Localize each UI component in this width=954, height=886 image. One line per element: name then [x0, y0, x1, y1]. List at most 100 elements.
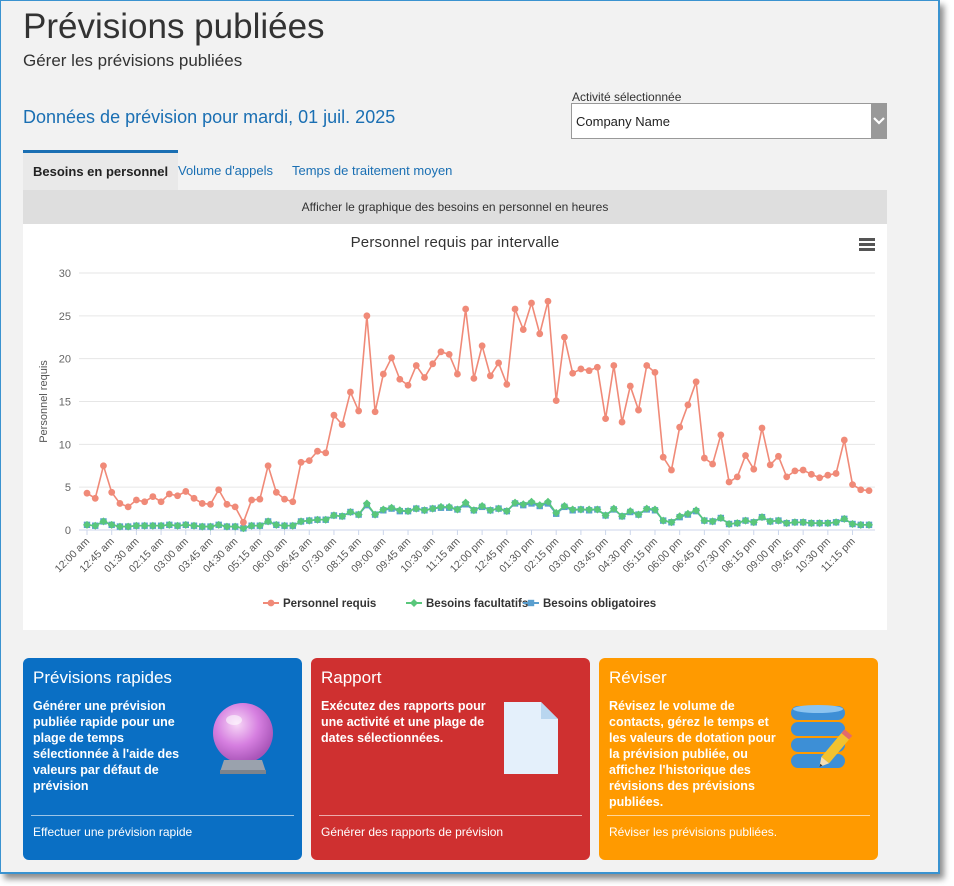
- card-text-line: valeurs par défaut de: [33, 763, 159, 777]
- data-point: [478, 502, 487, 511]
- y-tick-label: 25: [59, 311, 71, 323]
- data-point: [741, 516, 750, 525]
- chart-hours-toggle[interactable]: Afficher le graphique des besoins en per…: [23, 190, 887, 224]
- data-point: [651, 368, 659, 376]
- data-point: [799, 518, 808, 527]
- data-point: [692, 506, 701, 515]
- data-point: [642, 504, 651, 513]
- data-point: [338, 512, 347, 521]
- hamburger-menu-icon[interactable]: [859, 238, 875, 252]
- card-text-line: Exécutez des rapports pour: [321, 699, 486, 713]
- data-point: [790, 518, 799, 527]
- data-point: [469, 506, 478, 515]
- data-point: [429, 360, 437, 368]
- data-point: [264, 517, 273, 526]
- data-point: [132, 496, 140, 504]
- chevron-down-icon[interactable]: [871, 103, 887, 139]
- data-point: [626, 507, 635, 516]
- data-point: [494, 504, 503, 513]
- data-point: [840, 514, 849, 523]
- report-card: Rapport Exécutez des rapports pour une a…: [311, 658, 590, 860]
- data-point: [173, 521, 182, 530]
- data-point: [214, 520, 223, 529]
- activity-select[interactable]: Company Name: [571, 103, 887, 139]
- data-point: [231, 503, 239, 511]
- data-point: [716, 514, 725, 523]
- data-point: [610, 362, 618, 369]
- data-point: [362, 499, 371, 508]
- data-point: [585, 505, 594, 514]
- data-point: [750, 465, 758, 473]
- quick-forecast-description: Générer une prévision publiée rapide pou…: [33, 698, 179, 794]
- card-divider: [319, 815, 582, 816]
- data-point: [528, 299, 535, 307]
- card-text-line: plage de temps: [33, 731, 124, 745]
- data-point: [181, 520, 190, 529]
- data-point: [775, 452, 782, 460]
- revise-link[interactable]: Réviser les prévisions publiées.: [609, 825, 778, 839]
- data-point: [321, 515, 330, 524]
- data-point: [388, 354, 395, 362]
- data-point: [247, 521, 256, 530]
- data-point: [470, 374, 478, 382]
- data-point: [115, 522, 124, 531]
- data-point: [552, 508, 561, 517]
- y-tick-label: 0: [65, 525, 71, 537]
- data-point: [717, 431, 725, 439]
- data-point: [148, 521, 157, 530]
- data-point: [807, 470, 815, 478]
- data-point: [412, 504, 421, 513]
- data-point: [593, 363, 601, 371]
- activity-select-label: Activité sélectionnée: [572, 90, 682, 104]
- data-point: [824, 471, 832, 479]
- data-point: [757, 513, 766, 522]
- card-text-line: prévision: [33, 779, 89, 793]
- data-point: [412, 362, 420, 369]
- activity-select-value: Company Name: [576, 114, 670, 129]
- data-point: [725, 478, 733, 486]
- data-point: [659, 453, 667, 461]
- data-point: [83, 520, 91, 529]
- series-line: [86, 300, 870, 525]
- data-point: [223, 500, 231, 508]
- database-edit-icon: [791, 705, 853, 768]
- data-point: [650, 505, 659, 514]
- data-point: [83, 489, 91, 497]
- quick-forecast-card: Prévisions rapides Générer une prévision…: [23, 658, 302, 860]
- data-point: [544, 297, 552, 305]
- tab-staffing-needs[interactable]: Besoins en personnel: [23, 150, 179, 190]
- data-point: [495, 359, 502, 367]
- report-link[interactable]: Générer des rapports de prévision: [321, 825, 504, 839]
- data-point: [700, 516, 709, 525]
- data-point: [157, 521, 166, 530]
- page-subtitle: Gérer les prévisions publiées: [23, 51, 243, 70]
- crystal-ball-icon: [213, 703, 273, 774]
- quick-forecast-link[interactable]: Effectuer une prévision rapide: [33, 825, 193, 839]
- revise-title: Réviser: [609, 668, 667, 687]
- data-point: [272, 520, 281, 529]
- data-point: [766, 461, 774, 469]
- data-point: [602, 415, 609, 423]
- data-point: [404, 381, 412, 389]
- y-axis-label: Personnel requis: [38, 360, 50, 443]
- data-point: [692, 378, 700, 386]
- revise-card: Réviser Révisez le volume de contacts, g…: [599, 658, 878, 860]
- tab-average-handle-time[interactable]: Temps de traitement moyen: [292, 163, 453, 178]
- data-point: [371, 408, 379, 416]
- data-point: [264, 462, 272, 470]
- forecast-date-heading: Données de prévision pour mardi, 01 juil…: [23, 107, 396, 127]
- data-point: [272, 488, 280, 496]
- tab-call-volume[interactable]: Volume d'appels: [178, 163, 273, 178]
- data-point: [157, 498, 165, 506]
- data-point: [659, 516, 668, 525]
- data-point: [840, 436, 848, 444]
- data-point: [99, 517, 108, 526]
- data-point: [486, 372, 494, 380]
- data-point: [675, 512, 684, 521]
- data-point: [733, 473, 741, 481]
- data-point: [552, 397, 560, 405]
- data-point: [240, 518, 247, 526]
- data-point: [124, 522, 133, 531]
- data-point: [848, 520, 857, 529]
